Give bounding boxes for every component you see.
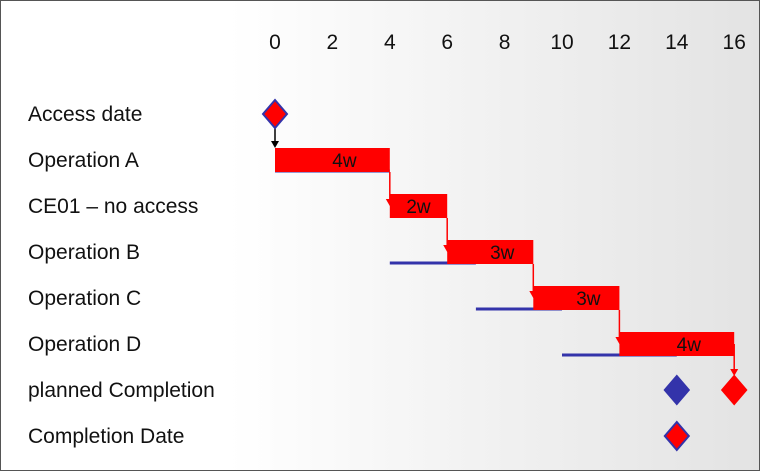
bar-duration-label: 3w — [490, 243, 515, 264]
arrow-head — [443, 245, 452, 252]
milestone-diamond — [663, 420, 691, 452]
actual-bar — [533, 286, 620, 310]
x-tick-label: 10 — [550, 31, 573, 54]
milestones — [261, 98, 748, 452]
bar-duration-label: 4w — [677, 335, 702, 356]
x-tick-label: 4 — [384, 31, 396, 54]
row-label: Operation A — [28, 149, 139, 172]
arrow-head — [385, 199, 394, 206]
actual-bar — [447, 240, 534, 264]
x-axis-ticks: 0 2 4 6 8 10 12 14 16 — [269, 31, 746, 54]
bar-duration-label: 4w — [332, 151, 357, 172]
arrow-head — [730, 369, 739, 376]
row-label: Access date — [28, 103, 142, 126]
row-label: planned Completion — [28, 379, 215, 402]
x-tick-label: 6 — [441, 31, 453, 54]
x-tick-label: 2 — [327, 31, 339, 54]
arrow-head — [529, 291, 538, 298]
x-tick-label: 14 — [665, 31, 689, 54]
x-tick-label: 8 — [499, 31, 511, 54]
actual-bars: 4w 2w 3w 3w 4w — [275, 148, 735, 356]
actual-bar — [619, 332, 735, 356]
bar-duration-label: 3w — [576, 289, 601, 310]
bar-duration-label: 2w — [406, 197, 431, 218]
milestone-diamond — [720, 374, 748, 406]
link-arrows — [271, 128, 739, 376]
actual-bar — [389, 194, 448, 218]
x-tick-label: 12 — [608, 31, 631, 54]
x-tick-label: 0 — [269, 31, 281, 54]
row-label: Completion Date — [28, 425, 184, 448]
row-label: Operation D — [28, 333, 141, 356]
actual-bar — [275, 148, 390, 172]
milestone-diamond — [261, 98, 289, 130]
milestone-diamond — [663, 374, 691, 406]
row-labels: Access date Operation A CE01 – no access Op… — [28, 103, 215, 448]
row-label: Operation B — [28, 241, 140, 264]
x-tick-label: 16 — [723, 31, 746, 54]
row-label: CE01 – no access — [28, 195, 198, 218]
arrow-head — [271, 141, 279, 148]
arrow-head — [615, 337, 624, 344]
row-label: Operation C — [28, 287, 141, 310]
